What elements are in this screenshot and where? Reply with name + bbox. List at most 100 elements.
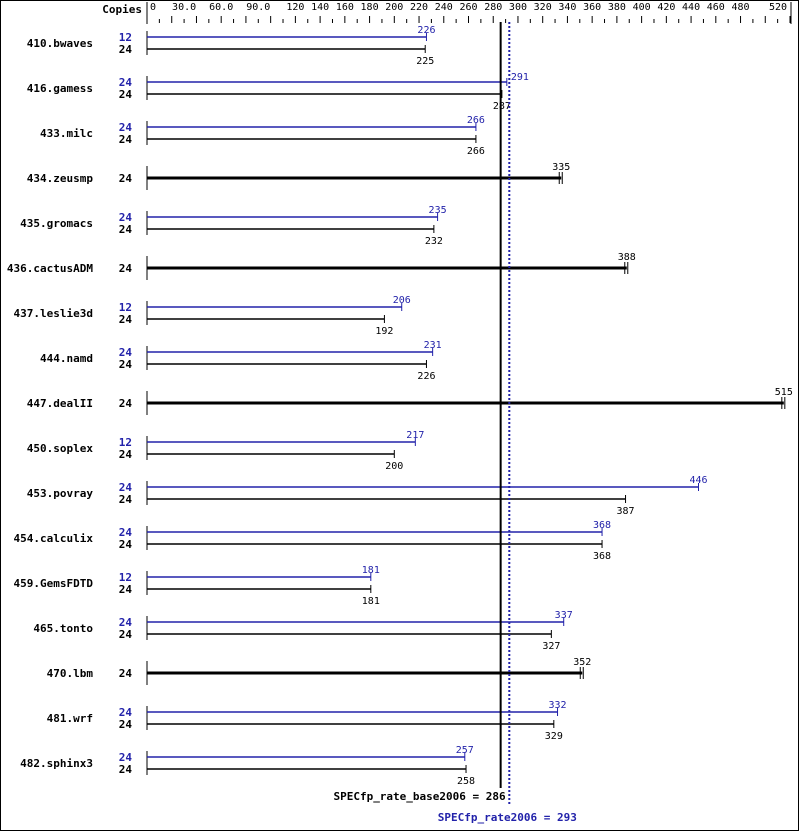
benchmark-name: 434.zeusmp [27, 172, 94, 185]
benchmark-name: 444.namd [40, 352, 93, 365]
benchmark-name: 437.leslie3d [14, 307, 93, 320]
benchmark-name: 447.dealII [27, 397, 93, 410]
base-value: 200 [385, 461, 403, 472]
peak-value: 291 [511, 72, 529, 83]
base-value: 388 [618, 252, 636, 263]
tick-label: 220 [410, 2, 428, 13]
peak-copies: 24 [119, 526, 133, 539]
base-copies: 24 [119, 172, 133, 185]
benchmark-name: 450.soplex [27, 442, 94, 455]
tick-label: 200 [385, 2, 403, 13]
tick-label: 120 [286, 2, 304, 13]
base-copies: 24 [119, 313, 133, 326]
peak-copies: 12 [119, 301, 132, 314]
peak-value: 181 [362, 565, 380, 576]
tick-label: 380 [608, 2, 626, 13]
base-metric-label: SPECfp_rate_base2006 = 286 [333, 790, 506, 803]
copies-header: Copies [102, 3, 142, 16]
tick-label: 300 [509, 2, 527, 13]
base-value: 368 [593, 551, 611, 562]
tick-label: 520 [769, 2, 787, 13]
tick-label: 360 [583, 2, 601, 13]
base-copies: 24 [119, 397, 133, 410]
base-copies: 24 [119, 667, 133, 680]
base-value: 352 [573, 657, 591, 668]
peak-copies: 24 [119, 481, 133, 494]
benchmark-name: 435.gromacs [20, 217, 93, 230]
tick-label: 30.0 [172, 2, 196, 13]
peak-copies: 12 [119, 31, 132, 44]
peak-value: 446 [689, 475, 707, 486]
peak-value: 337 [555, 610, 573, 621]
base-copies: 24 [119, 43, 133, 56]
peak-copies: 24 [119, 616, 133, 629]
base-value: 225 [416, 56, 434, 67]
benchmark-name: 454.calculix [14, 532, 94, 545]
base-copies: 24 [119, 493, 133, 506]
base-value: 232 [425, 236, 443, 247]
base-copies: 24 [119, 763, 133, 776]
peak-copies: 24 [119, 76, 133, 89]
tick-label: 0 [150, 2, 156, 13]
tick-label: 140 [311, 2, 329, 13]
tick-label: 160 [336, 2, 354, 13]
base-copies: 24 [119, 583, 133, 596]
peak-value: 217 [406, 430, 424, 441]
peak-copies: 24 [119, 211, 133, 224]
base-value: 329 [545, 731, 563, 742]
tick-label: 460 [707, 2, 725, 13]
peak-value: 368 [593, 520, 611, 531]
base-value: 335 [552, 162, 570, 173]
base-copies: 24 [119, 223, 133, 236]
peak-copies: 24 [119, 751, 133, 764]
base-copies: 24 [119, 262, 133, 275]
peak-copies: 24 [119, 706, 133, 719]
benchmark-name: 433.milc [40, 127, 93, 140]
base-copies: 24 [119, 628, 133, 641]
tick-label: 260 [459, 2, 477, 13]
base-value: 515 [775, 387, 793, 398]
benchmark-name: 482.sphinx3 [20, 757, 93, 770]
tick-label: 60.0 [209, 2, 233, 13]
peak-value: 266 [467, 115, 485, 126]
peak-copies: 24 [119, 121, 133, 134]
tick-label: 90.0 [246, 2, 270, 13]
peak-metric-label: SPECfp_rate2006 = 293 [438, 811, 577, 824]
benchmark-name: 453.povray [27, 487, 94, 500]
benchmark-name: 410.bwaves [27, 37, 93, 50]
tick-label: 480 [732, 2, 750, 13]
base-value: 258 [457, 776, 475, 787]
benchmark-name: 481.wrf [47, 712, 93, 725]
base-value: 387 [617, 506, 635, 517]
base-value: 327 [542, 641, 560, 652]
peak-value: 257 [456, 745, 474, 756]
benchmark-name: 470.lbm [47, 667, 94, 680]
base-value: 181 [362, 596, 380, 607]
tick-label: 280 [484, 2, 502, 13]
base-value: 287 [493, 101, 511, 112]
tick-label: 340 [558, 2, 576, 13]
peak-value: 226 [417, 25, 435, 36]
base-copies: 24 [119, 448, 133, 461]
peak-value: 231 [424, 340, 442, 351]
tick-label: 180 [361, 2, 379, 13]
peak-copies: 12 [119, 571, 132, 584]
tick-label: 440 [682, 2, 700, 13]
benchmark-name: 416.gamess [27, 82, 93, 95]
peak-value: 332 [548, 700, 566, 711]
tick-label: 320 [534, 2, 552, 13]
base-copies: 24 [119, 358, 133, 371]
base-value: 226 [417, 371, 435, 382]
base-value: 192 [375, 326, 393, 337]
base-copies: 24 [119, 718, 133, 731]
tick-label: 400 [633, 2, 651, 13]
peak-value: 235 [429, 205, 447, 216]
benchmark-name: 459.GemsFDTD [14, 577, 94, 590]
tick-label: 420 [657, 2, 675, 13]
base-copies: 24 [119, 88, 133, 101]
peak-copies: 12 [119, 436, 132, 449]
peak-copies: 24 [119, 346, 133, 359]
base-value: 266 [467, 146, 485, 157]
